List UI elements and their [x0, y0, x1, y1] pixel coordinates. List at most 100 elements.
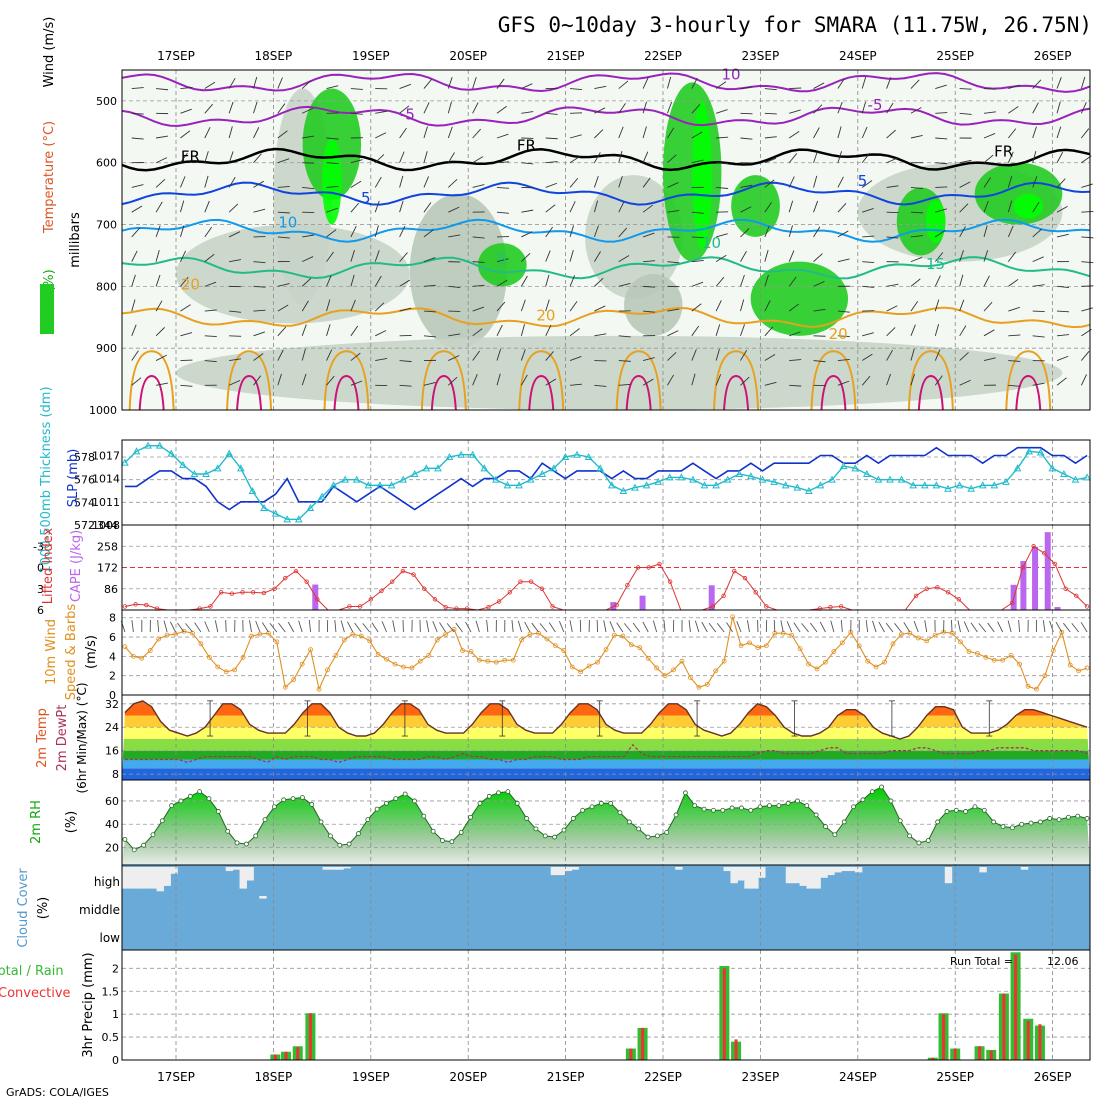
wind-barb [663, 620, 666, 633]
lifted-index-point [315, 597, 320, 602]
wind-speed-point [586, 663, 592, 669]
wind-barb [302, 135, 315, 139]
rh-point [897, 818, 903, 824]
thickness-point [492, 475, 500, 483]
wind10m-panel: 0 2 4 6 8 10m Wind Speed & Barbs (m/s) [44, 604, 1091, 702]
wind-barb [997, 621, 1004, 633]
wind-barb [569, 225, 575, 238]
contour-label: FR [517, 136, 536, 154]
wind-barb [229, 259, 242, 263]
precip-panel: 0 0.5 1 1.5 2 Total / Rain Convective 3hr Preci… [0, 949, 1091, 1067]
rh-point [1028, 820, 1034, 826]
wind-barb [520, 275, 528, 287]
rh-point [767, 803, 772, 809]
rh-point [720, 807, 726, 813]
wind-speed-point [713, 668, 719, 674]
wind-barb [521, 83, 533, 89]
lifted-index-point [251, 590, 256, 595]
wind-ylabel-b: Speed & Barbs [64, 604, 79, 701]
wind-barb [448, 206, 460, 213]
thickness-point [712, 481, 720, 489]
wind-barb [862, 235, 875, 238]
cloud-cell [343, 867, 351, 869]
rh-point [916, 840, 922, 846]
wind-speed-point [932, 632, 938, 638]
wind-barb [253, 153, 262, 164]
wind-barb [277, 77, 283, 89]
rh-point [122, 836, 128, 842]
wind-barb [225, 619, 227, 633]
wind-tick: 4 [109, 650, 116, 663]
wind-barb [903, 622, 911, 633]
wind-barb [1056, 178, 1066, 188]
wind-speed-point [468, 649, 474, 654]
wind-speed-point [299, 661, 305, 667]
pressure-tick: 700 [96, 219, 117, 232]
pressure-tick: 600 [96, 157, 117, 170]
wind-barb [643, 285, 656, 288]
wind-barb [1007, 225, 1014, 238]
wind-barb [813, 104, 823, 114]
temperature-contour [121, 105, 1091, 127]
wind-speed-point [384, 656, 389, 662]
wind-barb [983, 200, 989, 213]
wind-barb [301, 373, 307, 386]
rh-point [683, 790, 688, 796]
wind-barb [642, 232, 655, 238]
wind-barb [837, 380, 850, 386]
wind-barb [131, 274, 136, 287]
wind-barb [618, 80, 629, 89]
contour-label: FR [994, 143, 1013, 161]
rh-point [271, 804, 277, 810]
cape-bar [639, 595, 646, 610]
cape-bar [1054, 607, 1061, 610]
wind-tick: 2 [109, 670, 116, 683]
wind-barb [204, 253, 215, 262]
wind-speed-point [578, 669, 584, 675]
thickness-point [434, 464, 442, 472]
wind-barb [228, 231, 241, 238]
wind-speed-point [274, 639, 280, 645]
wind-barb [1032, 228, 1043, 238]
cloud-cell [571, 867, 579, 870]
wind-barb [935, 84, 947, 89]
precip-tick: 1.5 [102, 985, 120, 998]
rh-point [131, 847, 137, 853]
wind-barb [1008, 106, 1019, 114]
wind-barb [740, 137, 753, 140]
wind-barb [716, 109, 728, 114]
wind-barb [987, 622, 995, 633]
top-date-label: 20SEP [449, 49, 487, 63]
wind-barb [959, 379, 971, 386]
wind-barb [228, 203, 239, 213]
rh-point [991, 819, 997, 825]
wind-barb [180, 250, 187, 262]
cloud-cell [122, 867, 130, 889]
wind-speed-point [620, 633, 626, 639]
wind-barb [521, 253, 531, 262]
wind-barb [910, 235, 923, 238]
rh-point [608, 800, 614, 806]
wind-barb [618, 151, 623, 163]
wind-barb [423, 229, 434, 238]
cape-bar [708, 585, 715, 610]
wind-barb [131, 350, 139, 361]
precip-conv-bar [1002, 993, 1006, 1060]
wind-speed-point [325, 667, 330, 673]
lifted-index-point [1084, 604, 1090, 609]
lifted-index-point [742, 575, 748, 581]
wind-barb [302, 234, 315, 238]
wind-barb [840, 620, 843, 633]
wind-barb [594, 85, 607, 89]
rh-tick: 20 [105, 842, 119, 855]
wind-barb [432, 621, 438, 633]
wind-barb [301, 277, 312, 287]
wind-barb [156, 135, 169, 139]
rh-point [729, 805, 735, 811]
wind-barb [163, 620, 168, 633]
contour-label: -5 [868, 96, 883, 114]
thickness-point [445, 452, 454, 460]
cloud-background [122, 865, 1090, 950]
surface-temperature-contour [138, 374, 165, 411]
